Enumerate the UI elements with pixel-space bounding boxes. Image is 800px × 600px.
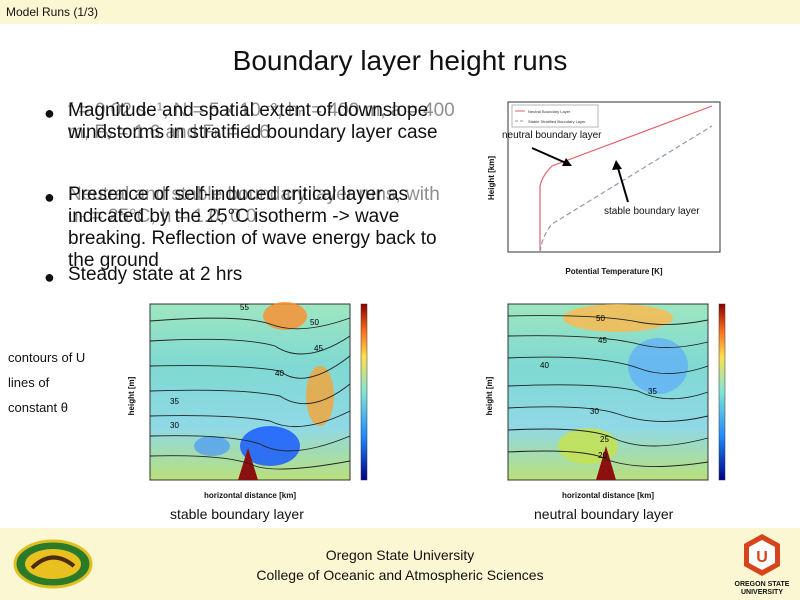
bullet-item: ● Steady state at 2 hrs [38,264,458,288]
contour-label: 55 [240,303,249,312]
neutral-section-figure: 50 45 40 35 30 25 20 horizontal distance… [485,303,726,500]
slide-breadcrumb: Model Runs (1/3) [6,5,99,19]
bullet-text: Magnitude and spatial extent of downslop… [68,100,438,143]
side-label: contours of U [8,350,86,365]
bullet-item: ● Neutral and stable boundary layer runs… [38,184,458,271]
bullet-dot-icon: ● [44,103,55,123]
terrain-ridge [596,446,616,480]
profile-legend-neutral: Neutral Boundary Layer [528,109,571,114]
profile-ylabel: Height [km] [487,156,496,200]
profile-legend [511,104,599,128]
neutral-caption: neutral boundary layer [534,506,674,522]
section-ylabel: height [m] [485,376,494,415]
section-xlabel: horizontal distance [km] [204,491,296,500]
profile-figure: Neutral Boundary Layer Stable Stratified… [487,101,721,276]
stable-profile-line [539,125,713,253]
contour-label: 35 [170,397,179,406]
terrain-ridge [238,448,258,480]
header-bar: Model Runs (1/3) [0,0,800,24]
contour-label: 50 [310,318,319,327]
contour-label: 35 [648,387,657,396]
bullet-item: ● f = 0.02 s⁻¹, N = 5 x 10⁻³, hₙ = 400 m… [38,100,458,184]
footer-university: Oregon State University [325,547,475,563]
stable-caption: stable boundary layer [170,506,304,522]
footer-college: College of Oceanic and Atmospheric Scien… [256,567,544,583]
annotation-arrow-icon [612,160,622,170]
coas-seal-logo [13,539,93,589]
bullet-list: ● f = 0.02 s⁻¹, N = 5 x 10⁻³, hₙ = 400 m… [38,100,458,288]
osu-logo: U OREGON STATE UNIVERSITY [735,534,790,596]
contour-label: 30 [590,407,599,416]
contour-label: 30 [170,421,179,430]
section-ylabel: height [m] [127,376,136,415]
bullet-text-overlap: f = 0.02 s⁻¹, N = 5 x 10⁻³, hₙ = 400 m, … [68,100,455,143]
slide-title: Boundary layer height runs [232,45,568,76]
isentropes [149,317,351,470]
neutral-profile-line [539,105,713,252]
neutral-annotation: neutral boundary layer [502,130,602,141]
contour-label: 20 [598,451,607,460]
annotation-arrow-icon [562,158,572,166]
bullet-dot-icon: ● [44,267,55,287]
bullet-text-overlap: Neutral and stable boundary layer runs, … [68,184,440,227]
side-label: constant θ [8,400,68,415]
svg-text:OREGON STATE: OREGON STATE [735,581,790,588]
footer-bar: Oregon State University College of Ocean… [0,528,800,600]
contour-label: 40 [540,361,549,370]
bullet-text: Steady state at 2 hrs [68,264,243,285]
svg-text:UNIVERSITY: UNIVERSITY [741,589,783,596]
contour-label: 45 [598,336,607,345]
profile-legend-stable: Stable Stratified Boundary Layer [528,119,586,124]
side-label: lines of [8,375,50,390]
section-xlabel: horizontal distance [km] [562,491,654,500]
bullet-text: Presence of self-induced critical layer … [68,184,437,271]
isentropes [507,315,709,467]
profile-xlabel: Potential Temperature [K] [565,267,663,276]
stable-section-figure: 55 50 45 40 35 30 horizontal distance [k… [127,302,368,500]
svg-text:U: U [756,549,768,566]
colorbar [360,303,368,481]
stable-annotation: stable boundary layer [604,206,700,217]
contour-label: 40 [275,369,284,378]
contour-label: 45 [314,344,323,353]
side-legend: contours of U lines of constant θ [8,345,85,420]
bullet-dot-icon: ● [44,187,55,207]
colorbar [718,303,726,481]
contour-label: 25 [600,435,609,444]
contour-label: 50 [596,314,605,323]
